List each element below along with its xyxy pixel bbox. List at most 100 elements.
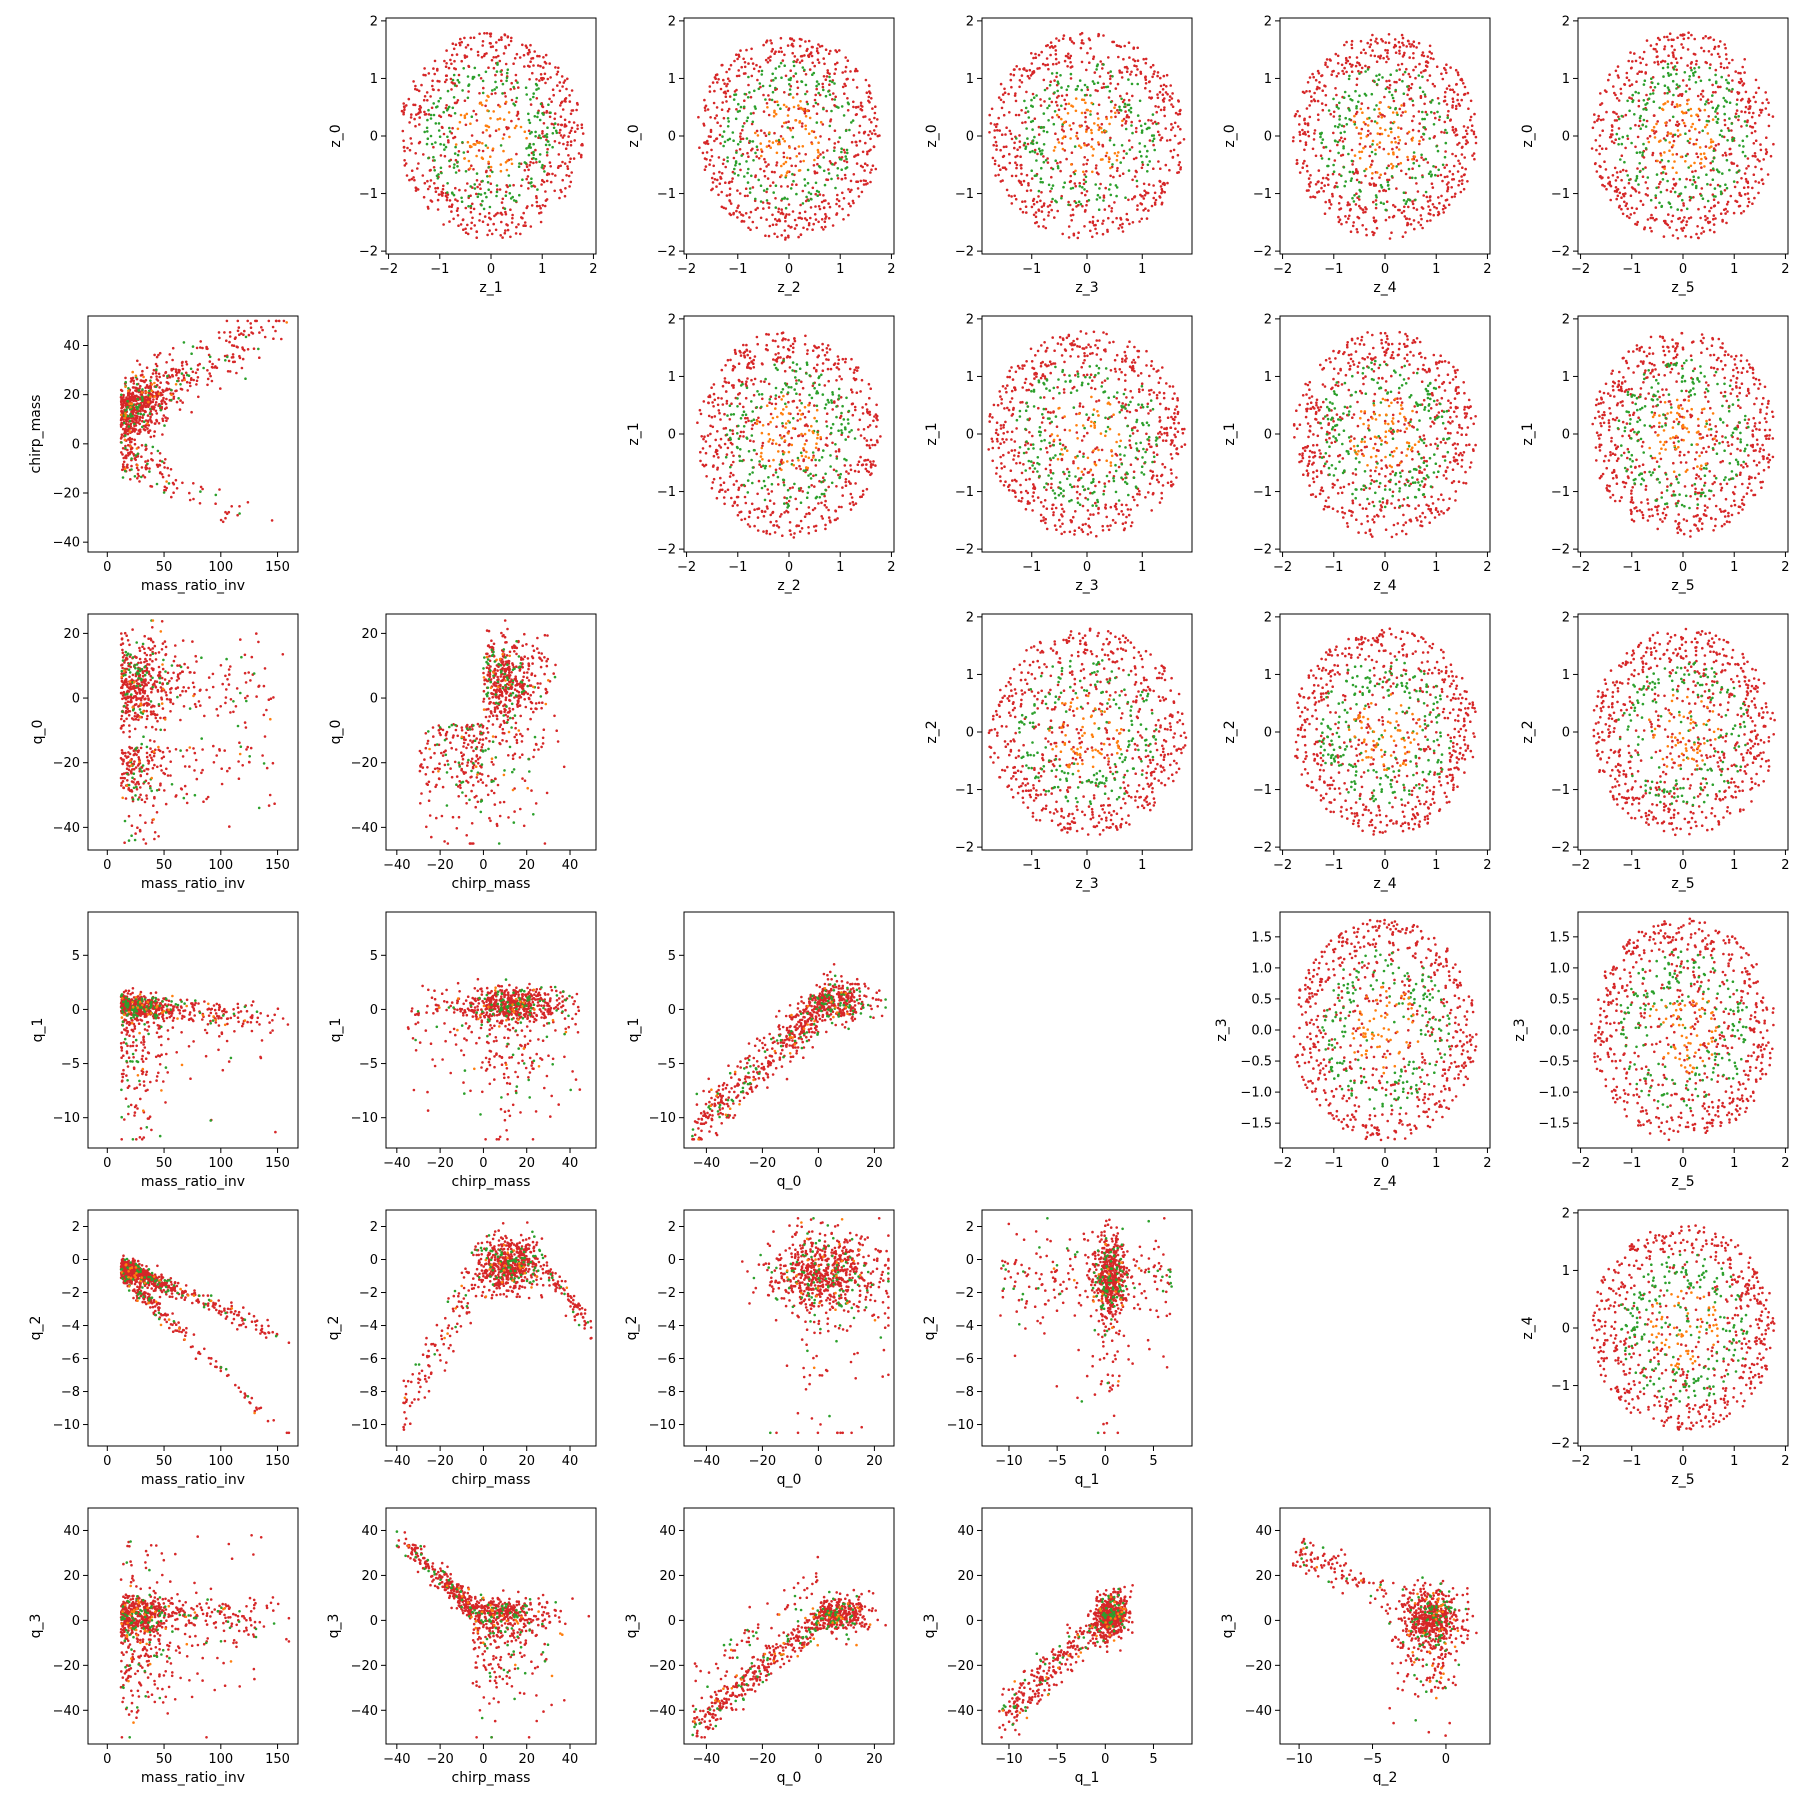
scatter-point — [996, 129, 999, 132]
scatter-point — [1722, 105, 1726, 108]
scatter-point — [544, 53, 548, 57]
scatter-point — [874, 167, 878, 171]
scatter-point — [820, 218, 824, 221]
scatter-point — [1343, 90, 1347, 94]
scatter-point — [1053, 110, 1057, 113]
scatter-point — [1001, 155, 1005, 159]
scatter-point — [1174, 111, 1178, 115]
scatter-point — [1110, 109, 1113, 113]
scatter-point — [822, 75, 826, 78]
scatter-point — [505, 79, 508, 83]
scatter-point — [1673, 160, 1676, 163]
scatter-point — [188, 381, 192, 385]
scatter-point — [1072, 232, 1076, 236]
scatter-point — [1667, 38, 1670, 42]
scatter-point — [1097, 141, 1100, 144]
scatter-point — [1736, 91, 1739, 94]
scatter-point — [1669, 205, 1673, 209]
scatter-point — [483, 191, 487, 195]
scatter-point — [1456, 98, 1459, 102]
scatter-point — [413, 117, 416, 121]
scatter-point — [1378, 189, 1381, 193]
scatter-point — [410, 113, 413, 116]
scatter-point — [840, 105, 844, 108]
scatter-point — [1663, 165, 1666, 168]
scatter-point — [432, 113, 436, 117]
scatter-point — [1069, 128, 1073, 131]
scatter-point — [1681, 229, 1684, 232]
scatter-point — [415, 113, 418, 116]
scatter-point — [749, 95, 753, 99]
scatter-point — [1158, 90, 1162, 94]
scatter-point — [783, 229, 787, 232]
scatter-point — [1090, 137, 1094, 141]
scatter-point — [1591, 126, 1595, 130]
scatter-point — [1073, 172, 1077, 176]
scatter-point — [1122, 57, 1125, 61]
scatter-point — [1298, 133, 1302, 136]
scatter-point — [403, 149, 406, 153]
scatter-point — [1684, 185, 1687, 189]
scatter-point — [1672, 55, 1675, 59]
scatter-point — [713, 139, 716, 143]
scatter-point — [1633, 52, 1636, 55]
scatter-point — [1316, 85, 1319, 89]
scatter-point — [1647, 97, 1651, 100]
scatter-point — [1744, 90, 1748, 94]
scatter-point — [710, 148, 713, 152]
scatter-point — [1457, 73, 1460, 77]
scatter-point — [1704, 218, 1707, 222]
scatter-point — [1617, 76, 1620, 79]
scatter-point — [1306, 130, 1310, 134]
scatter-point — [809, 51, 813, 54]
scatter-point — [560, 190, 563, 194]
scatter-point — [551, 172, 554, 176]
scatter-point — [1096, 193, 1100, 197]
scatter-point — [1722, 96, 1725, 100]
scatter-point — [1740, 110, 1743, 113]
scatter-point — [1724, 99, 1727, 102]
scatter-point — [769, 146, 772, 149]
scatter-point — [1721, 154, 1725, 157]
scatter-point — [237, 326, 241, 329]
scatter-point — [1170, 122, 1173, 126]
scatter-point — [1141, 195, 1144, 198]
scatter-point — [728, 180, 731, 184]
scatter-point — [1348, 214, 1351, 218]
scatter-point — [801, 189, 805, 193]
scatter-point — [770, 170, 774, 174]
scatter-point — [514, 73, 518, 77]
scatter-point — [1441, 207, 1445, 211]
scatter-point — [514, 100, 518, 104]
scatter-point — [150, 452, 153, 455]
scatter-point — [1084, 180, 1088, 184]
scatter-point — [545, 151, 549, 154]
scatter-point — [514, 199, 518, 203]
scatter-point — [1684, 160, 1687, 163]
scatter-point — [1057, 141, 1061, 144]
scatter-point — [426, 179, 429, 183]
scatter-point — [423, 130, 427, 134]
scatter-point — [1735, 103, 1739, 106]
scatter-point — [439, 142, 442, 146]
scatter-point — [817, 165, 821, 168]
scatter-point — [1686, 139, 1690, 143]
scatter-point — [1141, 160, 1144, 164]
scatter-point — [837, 199, 841, 203]
scatter-point — [452, 96, 456, 99]
scatter-point — [410, 142, 413, 145]
scatter-point — [739, 132, 742, 135]
scatter-point — [788, 83, 791, 86]
scatter-point — [840, 147, 843, 150]
scatter-point — [1039, 177, 1043, 180]
scatter-point — [1688, 137, 1692, 141]
scatter-point — [852, 134, 856, 137]
scatter-point — [1714, 144, 1718, 147]
scatter-point — [1053, 216, 1056, 219]
scatter-point — [1065, 88, 1069, 92]
scatter-point — [818, 193, 822, 196]
scatter-point — [1759, 111, 1763, 114]
scatter-point — [1655, 186, 1658, 190]
scatter-point — [1040, 166, 1043, 170]
scatter-point — [544, 199, 548, 202]
